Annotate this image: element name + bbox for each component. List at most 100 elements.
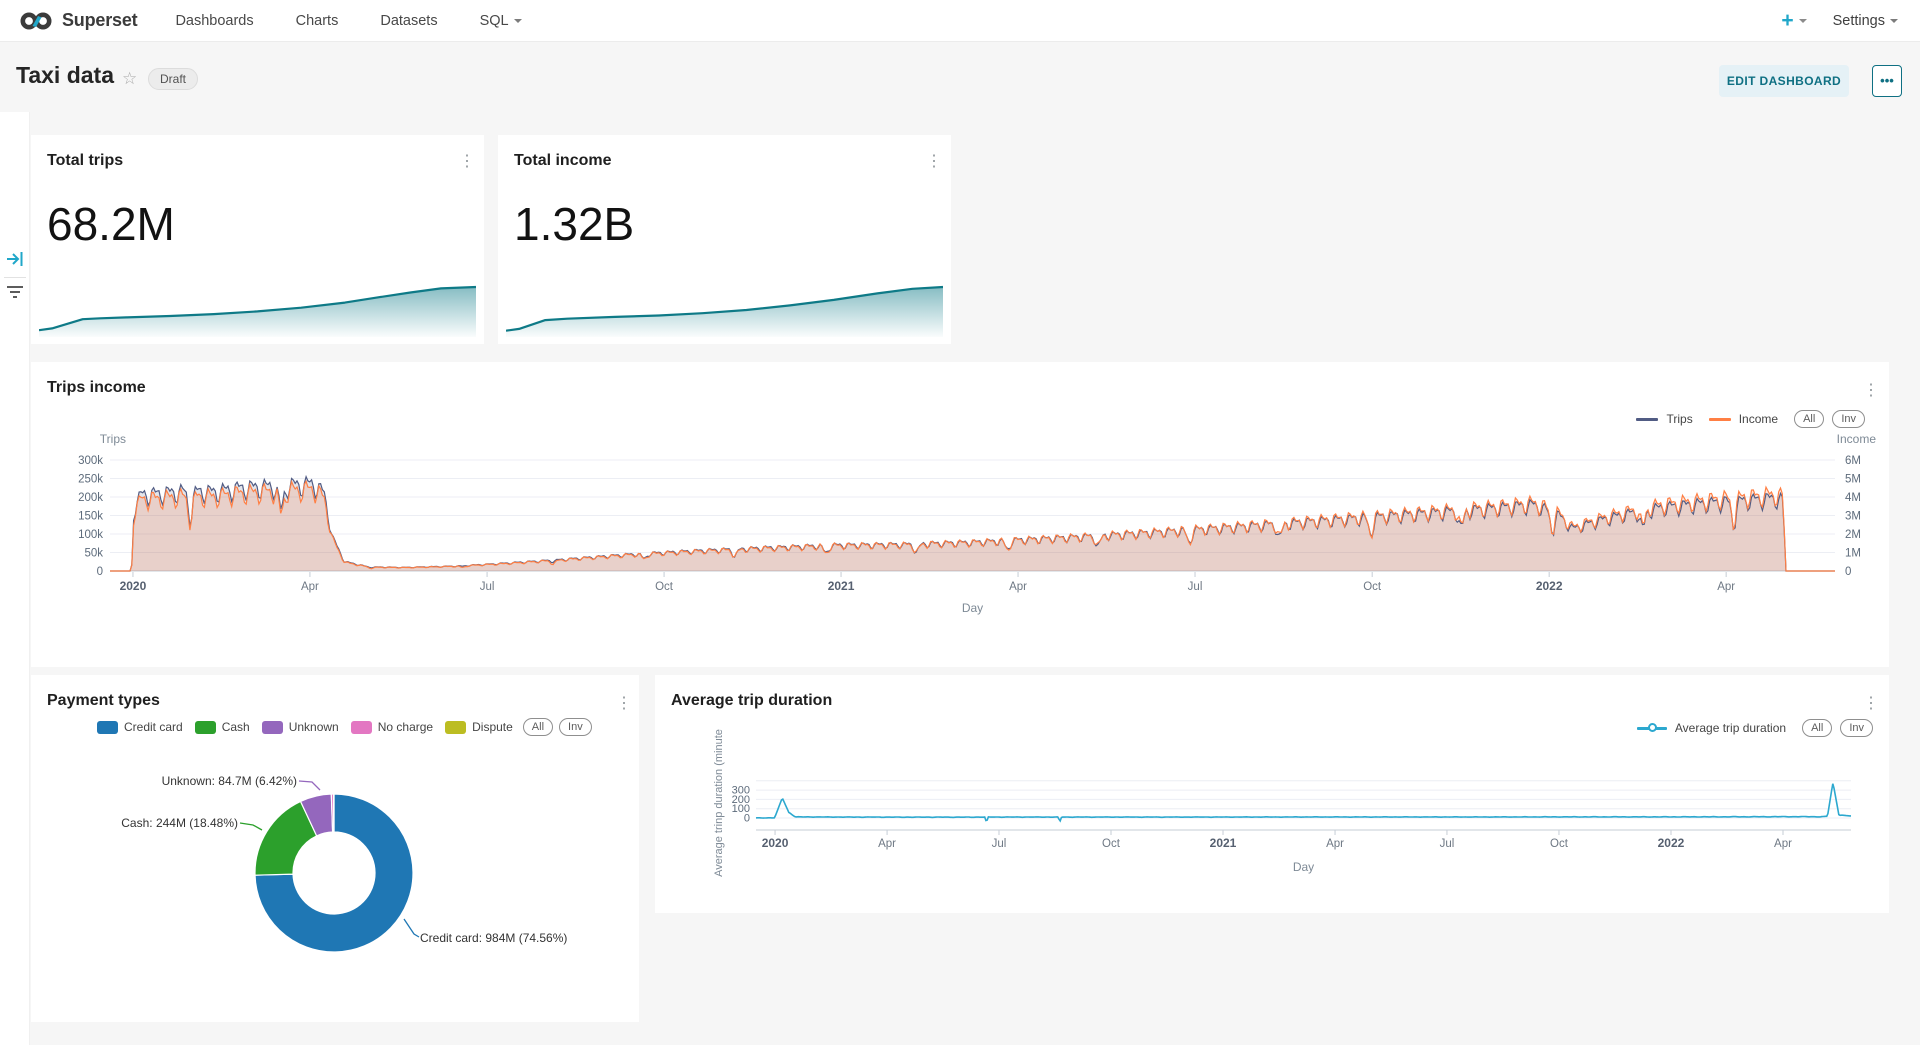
trips-income-legend: Trips Income All Inv [1636, 410, 1865, 428]
svg-text:Jul: Jul [1440, 838, 1455, 850]
legend-inv-button[interactable]: Inv [1840, 719, 1873, 737]
svg-text:200: 200 [732, 794, 750, 806]
svg-text:2021: 2021 [828, 579, 855, 593]
avg-trip-duration-chart[interactable]: 300 200 100 0 2020 Apr Jul Oct 2021 Apr Jul Oct 2022… [655, 675, 1889, 913]
svg-text:250k: 250k [78, 474, 103, 486]
svg-text:Oct: Oct [1102, 838, 1121, 850]
legend-label-cash[interactable]: Cash [221, 720, 250, 734]
svg-text:Income: Income [1837, 432, 1877, 446]
nav-item-dashboards[interactable]: Dashboards [175, 12, 254, 29]
svg-text:50k: 50k [84, 548, 103, 560]
new-item-button[interactable]: + [1781, 9, 1807, 33]
legend-swatch-no-charge [350, 720, 372, 734]
svg-text:0: 0 [97, 566, 103, 578]
chart-title: Payment types [47, 692, 160, 709]
chart-options-kebab-icon[interactable]: ⋮ [616, 695, 632, 712]
svg-text:6M: 6M [1845, 455, 1861, 467]
legend-all-button[interactable]: All [1794, 410, 1825, 428]
avg-trip-duration-card: Average trip duration ⋮ Average trip dur… [655, 675, 1889, 913]
payment-types-donut-chart[interactable] [31, 675, 639, 1022]
avg-trip-duration-legend: Average trip duration All Inv [1636, 719, 1873, 737]
chevron-down-icon [513, 18, 522, 23]
callout-cash: Cash: 244M (18.48%) [121, 816, 238, 830]
superset-logo[interactable]: Superset [18, 9, 138, 33]
legend-label-income[interactable]: Income [1738, 412, 1779, 426]
brand-name: Superset [62, 10, 138, 30]
svg-text:Apr: Apr [1717, 581, 1735, 593]
legend-line-trips [1636, 417, 1659, 421]
legend-label-trips[interactable]: Trips [1666, 412, 1693, 426]
big-number-value: 1.32B [514, 198, 635, 250]
legend-swatch-unknown [261, 720, 283, 734]
top-nav: Superset Dashboards Charts Datasets SQL … [0, 0, 1920, 42]
page-title: Taxi data [16, 62, 114, 88]
legend-label-dispute[interactable]: Dispute [472, 720, 513, 734]
svg-text:0: 0 [1845, 566, 1851, 578]
nav-item-sql[interactable]: SQL [480, 13, 522, 29]
filter-bar-collapsed [0, 112, 30, 1045]
svg-text:2020: 2020 [762, 836, 789, 850]
payment-types-legend: Credit card Cash Unknown No charge Dispu… [97, 718, 592, 736]
status-badge: Draft [148, 68, 199, 90]
nav-right: + Settings [1781, 9, 1898, 33]
expand-filter-bar-icon[interactable] [6, 250, 26, 268]
chart-options-kebab-icon[interactable]: ⋮ [1863, 382, 1879, 399]
svg-text:200k: 200k [78, 492, 103, 504]
svg-text:4M: 4M [1845, 492, 1861, 504]
legend-label-credit-card[interactable]: Credit card [124, 720, 183, 734]
filter-icon[interactable] [6, 284, 24, 300]
nav-item-datasets[interactable]: Datasets [380, 12, 438, 29]
legend-label-unknown[interactable]: Unknown [288, 720, 339, 734]
total-income-card: Total income ⋮ 1.32B [498, 135, 951, 344]
svg-text:Day: Day [962, 601, 983, 615]
settings-menu[interactable]: Settings [1833, 13, 1898, 29]
total-trips-card: Total trips ⋮ 68.2M [31, 135, 484, 344]
svg-text:100: 100 [732, 803, 750, 815]
svg-text:Apr: Apr [878, 838, 896, 850]
nav-item-charts[interactable]: Charts [295, 12, 339, 29]
chart-title: Total income [514, 152, 612, 169]
svg-text:3M: 3M [1845, 511, 1861, 523]
svg-text:2020: 2020 [120, 579, 147, 593]
chart-title: Total trips [47, 152, 124, 169]
svg-text:Day: Day [1293, 860, 1314, 874]
chart-options-kebab-icon[interactable]: ⋮ [1863, 695, 1879, 712]
svg-text:Apr: Apr [1326, 838, 1344, 850]
svg-text:Average trinp duration (minute: Average trinp duration (minute [713, 729, 725, 877]
svg-text:Oct: Oct [655, 581, 674, 593]
total-trips-sparkline [38, 281, 477, 337]
svg-text:1M: 1M [1845, 548, 1861, 560]
svg-text:2022: 2022 [1658, 836, 1685, 850]
legend-inv-button[interactable]: Inv [1832, 410, 1865, 428]
big-number-value: 68.2M [47, 198, 175, 250]
svg-text:Jul: Jul [992, 838, 1007, 850]
total-income-sparkline [505, 281, 944, 337]
legend-swatch-dispute [445, 720, 467, 734]
nav-links: Dashboards Charts Datasets SQL [175, 12, 522, 29]
favorite-star-icon[interactable]: ☆ [122, 69, 138, 88]
chart-title: Average trip duration [671, 692, 833, 709]
legend-all-button[interactable]: All [522, 718, 554, 736]
svg-text:5M: 5M [1845, 474, 1861, 486]
edit-dashboard-button[interactable]: EDIT DASHBOARD [1719, 65, 1849, 97]
svg-text:Jul: Jul [480, 581, 495, 593]
legend-label-avg-duration[interactable]: Average trip duration [1674, 721, 1787, 735]
chart-options-kebab-icon[interactable]: ⋮ [459, 153, 475, 170]
svg-text:Oct: Oct [1363, 581, 1382, 593]
legend-label-no-charge[interactable]: No charge [377, 720, 434, 734]
chart-options-kebab-icon[interactable]: ⋮ [926, 153, 942, 170]
payment-types-card: Payment types ⋮ Credit card Cash Unknown… [31, 675, 639, 1022]
svg-text:300k: 300k [78, 455, 103, 467]
svg-text:Trips: Trips [100, 432, 126, 446]
trips-income-chart[interactable]: 300k 250k 200k 150k 100k 50k 0 6M 5M 4M 3M 2M 1M 0 Tri… [31, 362, 1889, 667]
svg-text:Oct: Oct [1550, 838, 1569, 850]
callout-credit-card: Credit card: 984M (74.56%) [420, 931, 568, 945]
legend-swatch-credit-card [97, 720, 118, 734]
legend-all-button[interactable]: All [1802, 719, 1833, 737]
legend-inv-button[interactable]: Inv [559, 718, 592, 736]
chevron-down-icon [1890, 18, 1898, 23]
svg-text:Apr: Apr [1774, 838, 1792, 850]
dashboard-more-button[interactable]: ••• [1872, 65, 1902, 97]
svg-text:150k: 150k [78, 511, 103, 523]
svg-text:2021: 2021 [1210, 836, 1237, 850]
